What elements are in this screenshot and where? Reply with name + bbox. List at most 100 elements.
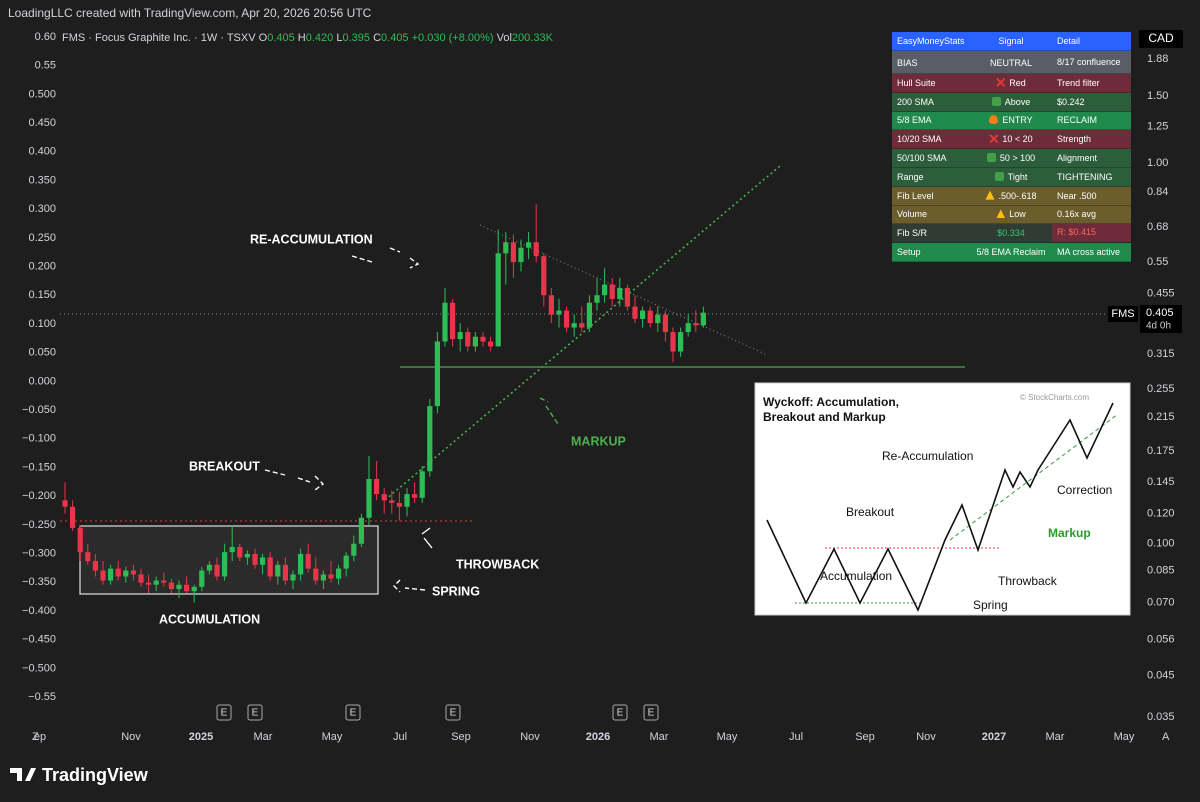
candle-body bbox=[488, 341, 494, 347]
table-cell: Volume bbox=[892, 209, 970, 219]
candle-body bbox=[222, 552, 228, 577]
inset-frame bbox=[754, 382, 1131, 616]
table-cell: Above bbox=[970, 96, 1052, 107]
cell-text: MA cross active bbox=[1057, 247, 1121, 258]
x-tick-label: Sep bbox=[451, 731, 471, 743]
cell-text: Fib S/R bbox=[897, 228, 928, 239]
candle-body bbox=[320, 574, 326, 581]
candle-body bbox=[579, 323, 585, 328]
table-cell: BIAS bbox=[892, 55, 970, 69]
candle-body bbox=[176, 584, 182, 590]
x-tick-label: Nov bbox=[916, 731, 936, 743]
legend-vol: 200.33K bbox=[512, 32, 554, 44]
table-row: Fib S/R $0.334 R: $0.415 bbox=[892, 224, 1131, 244]
annotation: BREAKOUT bbox=[189, 459, 260, 473]
y2-tick-label: 0.255 bbox=[1147, 383, 1175, 395]
earnings-box bbox=[612, 704, 628, 721]
candle-body bbox=[62, 500, 68, 507]
signal-icon bbox=[994, 171, 1004, 181]
earnings-label: E bbox=[617, 708, 624, 719]
y-tick-label: 0.150 bbox=[28, 289, 56, 301]
table-cell: R: $0.415 bbox=[1052, 224, 1131, 243]
cell-text: $0.242 bbox=[1057, 96, 1085, 107]
x-tick-label: Mar bbox=[650, 731, 669, 743]
cell-text: RECLAIM bbox=[1057, 115, 1098, 126]
cell-text: 50/100 SMA bbox=[897, 153, 947, 164]
cell-text: BIAS bbox=[897, 58, 918, 68]
candle-body bbox=[655, 314, 661, 324]
candle-body bbox=[77, 527, 83, 553]
table-cell: 10 < 20 bbox=[970, 134, 1052, 144]
y-tick-label: −0.400 bbox=[22, 605, 56, 617]
cell-text: Hull Suite bbox=[897, 77, 936, 88]
table-cell: Near .500 bbox=[1052, 191, 1131, 201]
candle-body bbox=[472, 336, 478, 347]
table-cell: Tight bbox=[970, 171, 1052, 182]
candle-body bbox=[214, 564, 220, 577]
table-cell: Detail bbox=[1052, 36, 1131, 46]
legend-change: +0.030 (+8.00%) bbox=[412, 32, 494, 44]
earnings-label: E bbox=[221, 708, 228, 719]
x-tick-label: Nov bbox=[121, 731, 141, 743]
currency: CAD bbox=[1148, 31, 1174, 45]
y-tick-label: −0.050 bbox=[22, 404, 56, 416]
cell-text: Above bbox=[1004, 96, 1031, 107]
candle-body bbox=[594, 295, 600, 303]
earnings-label: E bbox=[450, 708, 457, 719]
cell-text: EasyMoneyStats bbox=[897, 36, 965, 46]
candle-body bbox=[533, 242, 539, 257]
candle-body bbox=[267, 557, 273, 577]
arrow bbox=[539, 397, 559, 425]
y-tick-label: −0.150 bbox=[22, 461, 56, 473]
y-tick-label: 0.450 bbox=[28, 117, 56, 129]
x-tick-label: 2026 bbox=[586, 731, 610, 743]
earnings-box bbox=[216, 704, 232, 721]
y-tick-label: 0.300 bbox=[28, 203, 56, 215]
candle-body bbox=[184, 584, 190, 592]
price-tag-price: 0.405 bbox=[1146, 307, 1174, 319]
candle-body bbox=[115, 568, 121, 577]
y2-tick-label: 0.100 bbox=[1147, 538, 1175, 550]
candle-body bbox=[602, 284, 608, 296]
candle-body bbox=[510, 242, 516, 263]
wyckoff-inset: Wyckoff: Accumulation, Breakout and Mark… bbox=[754, 382, 1131, 616]
candle-body bbox=[457, 332, 463, 340]
candle-body bbox=[206, 564, 212, 571]
candle-body bbox=[252, 553, 258, 565]
cell-text: 200 SMA bbox=[897, 96, 935, 107]
table-cell: Alignment bbox=[1052, 153, 1131, 163]
cell-text: 8/17 confluence bbox=[1057, 57, 1121, 67]
candle-body bbox=[412, 494, 418, 498]
legend-value: 0.405 bbox=[267, 32, 295, 44]
table-row: 10/20 SMA 10 < 20 Strength bbox=[892, 130, 1131, 150]
x-tick-label: Sep bbox=[855, 731, 875, 743]
legend-value: 0.395 bbox=[342, 32, 370, 44]
table-cell: Red bbox=[970, 77, 1052, 88]
candle-body bbox=[640, 310, 646, 319]
y-tick-label: −0.250 bbox=[22, 519, 56, 531]
table-cell: Trend filter bbox=[1052, 78, 1131, 88]
candle-body bbox=[685, 323, 691, 333]
cell-text: Near .500 bbox=[1057, 190, 1097, 201]
table-row: Hull Suite Red Trend filter bbox=[892, 74, 1131, 93]
y-tick-label: 0.350 bbox=[28, 174, 56, 186]
y-tick-label: −0.450 bbox=[22, 634, 56, 646]
y-tick-label: 0.250 bbox=[28, 232, 56, 244]
x-tick-label: Mar bbox=[1046, 731, 1065, 743]
table-cell: 10/20 SMA bbox=[892, 134, 970, 144]
candle-body bbox=[108, 568, 114, 581]
annotation: ACCUMULATION bbox=[159, 612, 260, 626]
table-cell: Hull Suite bbox=[892, 78, 970, 88]
y2-tick-label: 0.120 bbox=[1147, 507, 1175, 519]
candle-body bbox=[130, 570, 136, 575]
inset-label: Throwback bbox=[998, 574, 1058, 588]
legend-key: H bbox=[298, 32, 306, 44]
accumulation-box bbox=[79, 525, 379, 595]
inset-title: Wyckoff: Accumulation, bbox=[763, 395, 899, 409]
cell-text: ENTRY bbox=[1002, 115, 1033, 126]
legend-symbol: FMS · Focus Graphite Inc. · 1W · TSXV bbox=[62, 32, 256, 44]
cell-text: NEUTRAL bbox=[989, 58, 1032, 68]
y2-tick-label: 0.035 bbox=[1147, 711, 1175, 723]
candle-body bbox=[282, 564, 288, 581]
